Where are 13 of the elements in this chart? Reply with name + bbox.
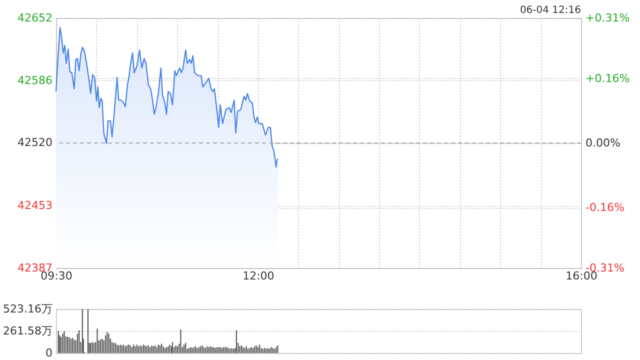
y2-tick-label: -0.16%: [586, 201, 624, 214]
y2-tick-label: +0.31%: [586, 12, 630, 24]
y-tick-label: 42652: [18, 12, 52, 24]
x-tick-label: 12:00: [242, 270, 274, 282]
y-tick-label: 42453: [18, 199, 52, 212]
text: 06-04 12:16: [520, 5, 581, 16]
y-tick-label: 523.16万: [3, 302, 52, 316]
y2-tick-label: +0.16%: [586, 72, 630, 85]
y-tick-label: 0: [46, 346, 52, 360]
y-tick-label: 42520: [18, 136, 52, 150]
y-tick-label: 42586: [18, 74, 52, 87]
y-tick-label: 261.58万: [3, 324, 52, 338]
y2-tick-label: 0.00%: [586, 136, 620, 150]
